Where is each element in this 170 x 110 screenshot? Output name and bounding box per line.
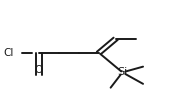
- Text: O: O: [35, 65, 43, 75]
- Text: Cl: Cl: [3, 48, 14, 58]
- Text: Si: Si: [117, 67, 128, 77]
